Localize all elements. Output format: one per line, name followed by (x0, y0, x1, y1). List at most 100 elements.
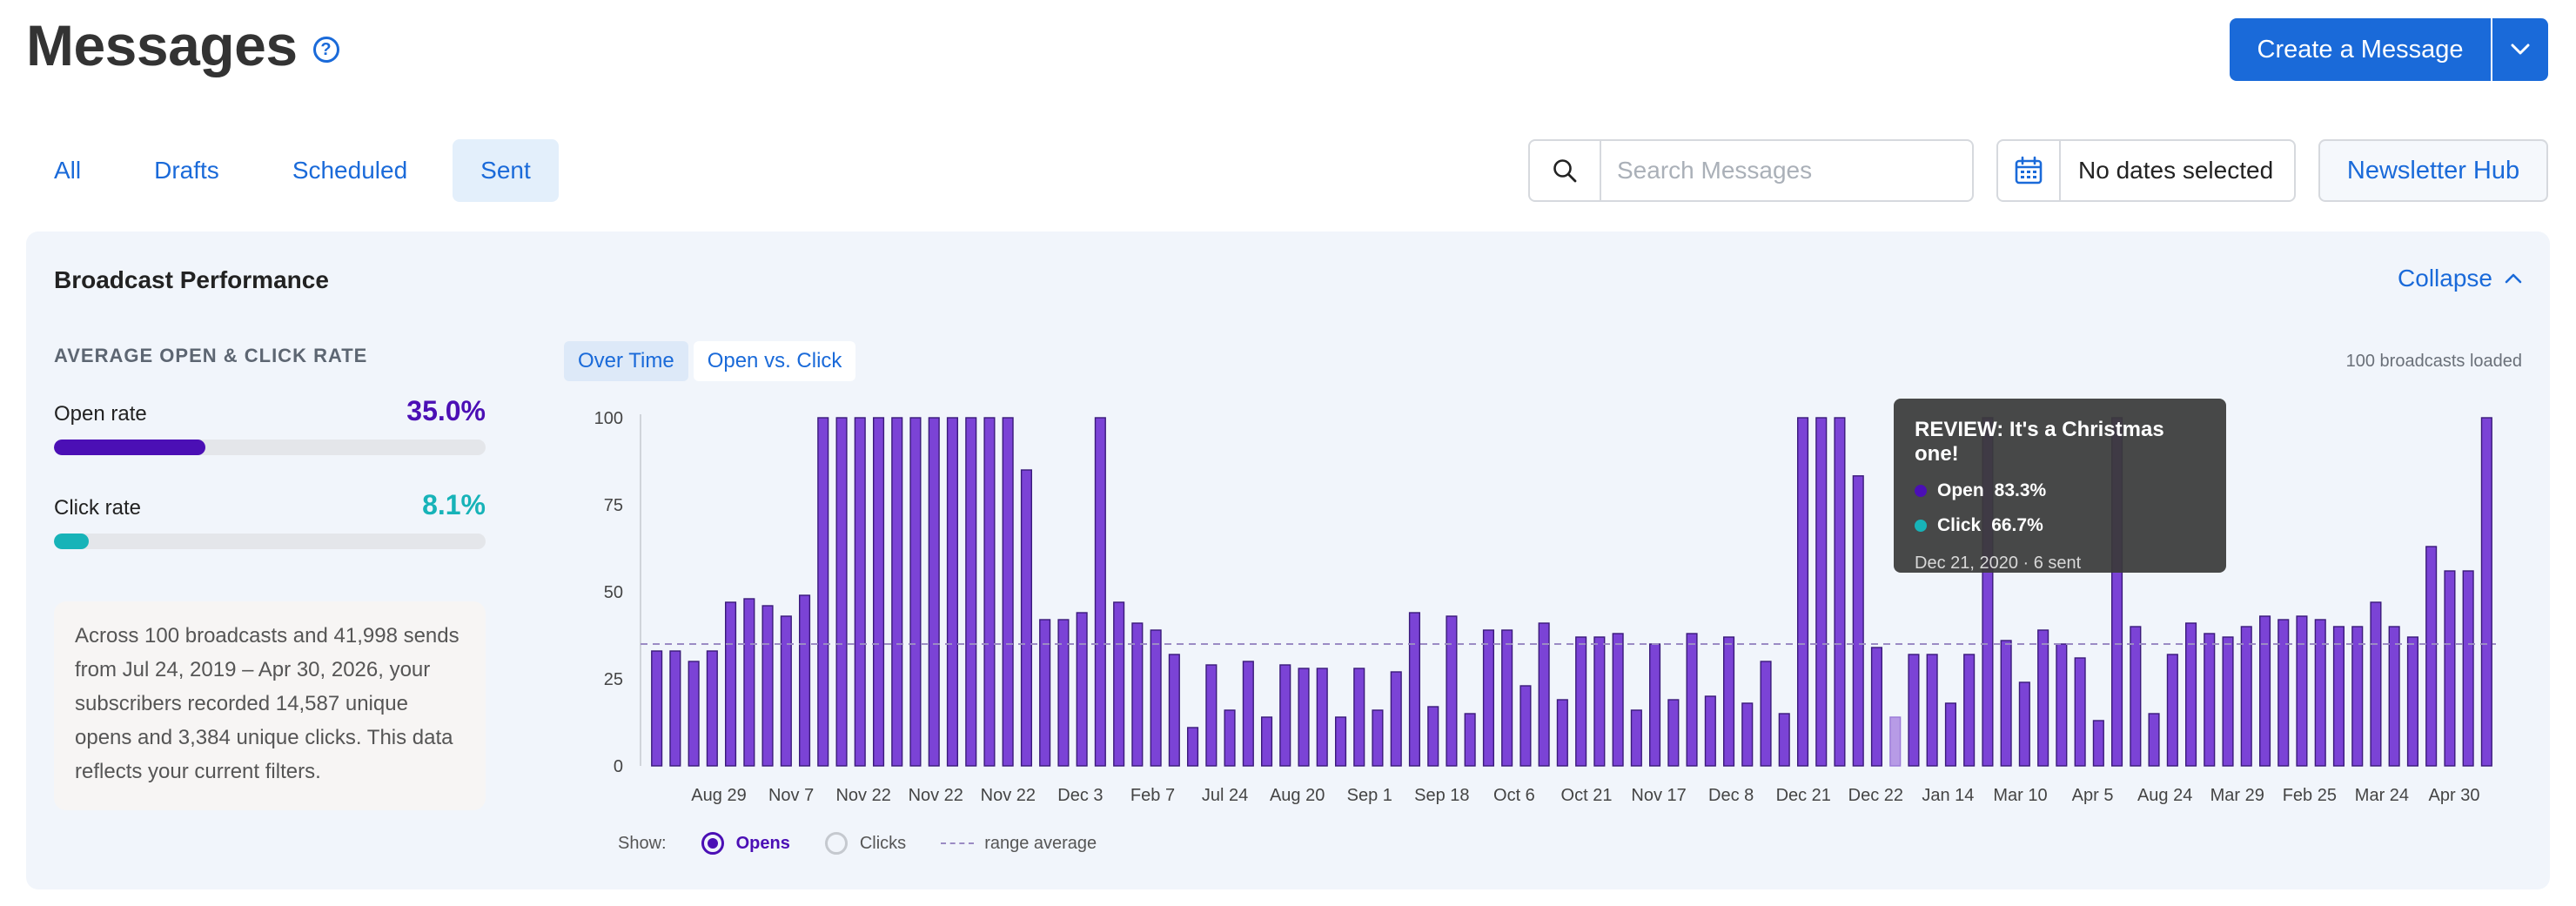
x-tick-label: Nov 22 (909, 786, 963, 805)
chart-bar (1334, 716, 1347, 767)
search-input[interactable] (1601, 141, 1972, 200)
chart-bar (2130, 626, 2142, 767)
x-tick-label: Oct 21 (1561, 786, 1613, 805)
chart-bar (835, 417, 848, 767)
chart-bar (2314, 619, 2326, 767)
chart-bar (706, 650, 718, 767)
click-rate-metric: Click rate 8.1% (54, 489, 486, 549)
chart-bar (1390, 671, 1402, 767)
tooltip-click-label: Click (1937, 515, 1982, 535)
x-tick-label: Mar 29 (2210, 786, 2264, 805)
x-tick-label: Sep 1 (1347, 786, 1392, 805)
chart-bar (2037, 629, 2049, 767)
opens-radio[interactable] (701, 832, 724, 855)
calendar-icon[interactable] (1998, 141, 2061, 200)
chart-bar (2000, 640, 2012, 767)
chart-bar (2074, 657, 2086, 767)
chart-bar (2296, 615, 2308, 767)
x-tick-label: Nov 17 (1631, 786, 1686, 805)
chart-bar (1205, 664, 1218, 767)
date-filter-label: No dates selected (2078, 157, 2274, 184)
chart-bar (1150, 629, 1162, 767)
search-icon[interactable] (1530, 141, 1601, 200)
opens-label: Opens (735, 833, 790, 853)
chart-bar (1242, 661, 1254, 767)
show-label: Show: (618, 833, 667, 853)
opens-toggle[interactable]: Opens (701, 832, 790, 855)
y-tick-label: 50 (604, 583, 623, 602)
chevron-down-icon[interactable] (2492, 18, 2548, 81)
chart-bar (1260, 716, 1273, 767)
x-tick-label: Aug 20 (1270, 786, 1325, 805)
tab-all[interactable]: All (54, 157, 82, 184)
chart-legend: Show: Opens Clicks range average (618, 832, 1131, 855)
tab-sent[interactable]: Sent (453, 139, 559, 202)
chart-bar (2204, 633, 2216, 767)
x-tick-label: Nov 7 (768, 786, 814, 805)
chart-bar (1667, 699, 1680, 767)
chart-bar (1593, 636, 1606, 767)
tab-scheduled[interactable]: Scheduled (292, 157, 408, 184)
chart-bar (2184, 622, 2197, 767)
chart-bar (873, 417, 885, 767)
chart-bar (1186, 727, 1199, 767)
tab-over-time[interactable]: Over Time (564, 341, 688, 381)
tab-open-vs-click[interactable]: Open vs. Click (693, 341, 856, 381)
x-tick-label: Dec 22 (1848, 786, 1903, 805)
collapse-button[interactable]: Collapse (2398, 265, 2522, 292)
tooltip-date: Dec 21, 2020 · 6 sent (1915, 554, 2082, 573)
panel-title: Broadcast Performance (54, 266, 329, 293)
chart-bar (1057, 619, 1070, 767)
click-rate-label: Click rate (54, 496, 142, 520)
date-filter[interactable]: No dates selected (1996, 139, 2296, 202)
clicks-toggle[interactable]: Clicks (824, 832, 907, 855)
chart-bar (1224, 709, 1236, 767)
click-rate-bar (54, 534, 486, 549)
chart-bar (965, 417, 977, 767)
chart-bar (1704, 695, 1716, 767)
y-tick-label: 25 (604, 670, 623, 689)
question-circle-icon[interactable]: ? (312, 37, 339, 63)
x-tick-label: Mar 24 (2355, 786, 2409, 805)
x-tick-label: Sep 18 (1414, 786, 1469, 805)
chart-bar (1686, 633, 1698, 767)
chart-bar (2166, 654, 2178, 767)
y-tick-label: 75 (604, 496, 623, 515)
chart-bar (1020, 469, 1032, 767)
chart-bar (688, 661, 700, 767)
open-rate-fill (54, 440, 205, 455)
broadcasts-loaded-label: 100 broadcasts loaded (2345, 352, 2522, 371)
chart-bar (946, 417, 958, 767)
chart-bar (1298, 668, 1310, 767)
chart-bar (2222, 636, 2234, 767)
x-tick-label: Jan 14 (1922, 786, 1974, 805)
newsletter-hub-button[interactable]: Newsletter Hub (2318, 139, 2548, 202)
open-rate-bar (54, 440, 486, 455)
tab-drafts[interactable]: Drafts (154, 157, 219, 184)
y-tick-label: 100 (594, 409, 623, 428)
chart-bar (2480, 417, 2492, 767)
chart-bar (2351, 626, 2364, 767)
chart-bar (669, 650, 681, 767)
open-rate-label: Open rate (54, 402, 147, 426)
chart-bar (1944, 702, 1957, 767)
chart-bar (2240, 626, 2252, 767)
chart-bar (743, 598, 755, 767)
x-tick-label: Aug 29 (691, 786, 746, 805)
clicks-radio[interactable] (824, 832, 848, 855)
chart-bar (1889, 716, 1902, 767)
chart-bar (1372, 709, 1384, 767)
chart-bar (1094, 417, 1106, 767)
clicks-label: Clicks (859, 833, 907, 853)
chart-bar (1446, 615, 1458, 767)
create-message-button[interactable]: Create a Message (2230, 18, 2492, 81)
open-rate-metric: Open rate 35.0% (54, 395, 486, 455)
page-title: Messages (26, 13, 298, 77)
click-rate-fill (54, 534, 90, 549)
chart-bar (1852, 475, 1864, 767)
x-tick-label: Feb 7 (1130, 786, 1175, 805)
chart-bar (725, 601, 737, 767)
chart-bar (1575, 636, 1587, 767)
tooltip-open-value: 83.3% (1994, 480, 2047, 500)
create-message-button-group: Create a Message (2230, 18, 2548, 81)
